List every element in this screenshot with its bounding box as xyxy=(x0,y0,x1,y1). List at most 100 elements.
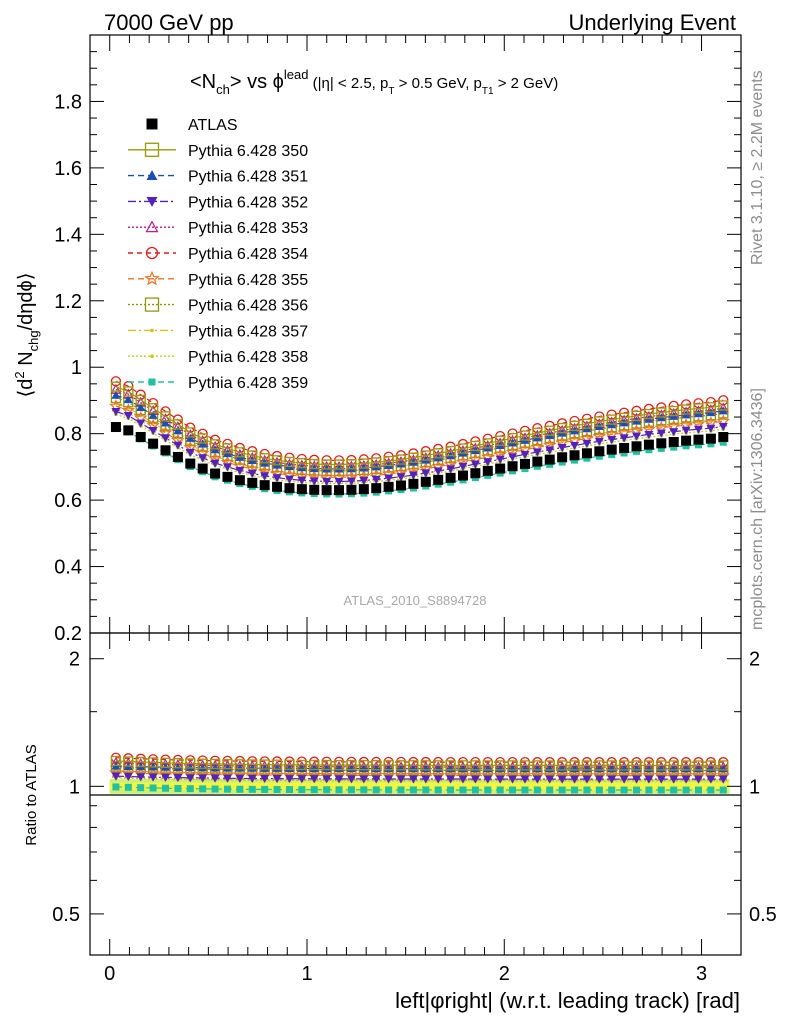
data-point xyxy=(297,476,307,485)
data-point xyxy=(569,450,580,461)
ratio-line-pythia-6-428-354 xyxy=(115,757,724,763)
ratio-point xyxy=(482,760,493,771)
ratio-x-axis: 0 1 2 3 xyxy=(104,633,707,985)
data-point xyxy=(694,441,702,449)
ratio-point xyxy=(495,760,506,771)
ratio-point xyxy=(645,786,653,794)
ratio-point xyxy=(521,786,529,794)
ratio-point xyxy=(582,775,592,784)
ratio-point xyxy=(457,760,469,771)
data-point xyxy=(532,427,543,439)
data-point xyxy=(643,408,655,420)
ratio-line-pythia-6-428-358 xyxy=(115,777,724,782)
data-point xyxy=(433,474,444,485)
ratio-point xyxy=(235,763,245,772)
ratio-point xyxy=(222,758,233,770)
data-point xyxy=(123,425,134,436)
data-point xyxy=(532,456,543,467)
ratio-point xyxy=(110,755,122,767)
ratio-point xyxy=(707,786,715,794)
ratio-point xyxy=(271,759,283,770)
ratio-plot-panel: 0.5 0.5 1 1 2 2 0 1 2 3 xyxy=(52,632,777,985)
ratio-point xyxy=(210,774,220,783)
main-y-tick-label: 1.4 xyxy=(54,224,82,246)
data-point xyxy=(209,439,221,450)
ratio-line-pythia-6-428-352 xyxy=(115,775,724,780)
data-point xyxy=(160,434,170,443)
data-point xyxy=(594,416,605,427)
ratio-band-inner xyxy=(109,782,730,791)
series-pythia-6-428-352 xyxy=(111,407,728,486)
legend-marker xyxy=(146,118,158,130)
ratio-point xyxy=(421,775,431,784)
data-point xyxy=(656,438,667,449)
x-tick-label: 3 xyxy=(696,963,707,985)
ratio-point xyxy=(557,775,567,784)
ratio-point xyxy=(209,758,221,770)
data-point xyxy=(359,476,369,486)
ratio-point xyxy=(594,775,604,784)
ratio-point xyxy=(471,786,479,794)
data-point xyxy=(172,451,183,462)
ratio-point xyxy=(532,760,543,771)
ratio-point xyxy=(670,786,678,794)
ratio-point xyxy=(385,786,393,794)
ratio-point xyxy=(185,758,196,769)
ratio-point xyxy=(632,775,642,784)
data-point xyxy=(633,447,641,455)
x-tick-label: 1 xyxy=(301,963,312,985)
ratio-point xyxy=(706,775,716,784)
ratio-point xyxy=(558,786,566,794)
ratio-point xyxy=(544,760,555,771)
data-point xyxy=(483,458,493,467)
data-point xyxy=(495,463,506,474)
data-point xyxy=(247,477,258,488)
data-point xyxy=(644,430,654,439)
data-point xyxy=(619,442,630,453)
ratio-point xyxy=(445,760,456,771)
data-point xyxy=(296,458,308,469)
ratio-point xyxy=(618,760,630,771)
main-y-tick-label: 0.6 xyxy=(54,490,82,512)
ratio-point xyxy=(483,775,493,784)
series-line-pythia-6-428-356 xyxy=(115,397,724,472)
ratio-point xyxy=(583,786,591,794)
data-point xyxy=(110,422,121,433)
data-point xyxy=(396,473,406,482)
ratio-point xyxy=(409,786,417,794)
ratio-point xyxy=(557,760,568,771)
data-point xyxy=(185,458,196,469)
ratio-point xyxy=(247,774,257,783)
main-series-layer xyxy=(109,376,731,498)
data-point xyxy=(508,453,518,462)
data-point xyxy=(545,446,555,455)
data-point xyxy=(309,477,319,486)
legend-item-pythia-6-428-356: Pythia 6.428 356 xyxy=(128,297,308,315)
ratio-point xyxy=(334,775,344,784)
legend-marker xyxy=(146,170,158,180)
ratio-series-layer xyxy=(109,752,731,794)
main-y-axis: 0.2 0.4 0.6 0.8 1 1.2 1.4 1.6 1.8 xyxy=(54,51,741,645)
ratio-point xyxy=(533,786,541,794)
data-point xyxy=(334,477,344,486)
ratio-y-tick-label: 2 xyxy=(69,649,80,671)
data-point xyxy=(670,443,678,451)
ratio-point xyxy=(495,775,505,784)
data-point xyxy=(681,426,691,435)
ratio-point xyxy=(112,783,120,791)
ratio-point xyxy=(581,760,593,771)
title-sup-lead: lead xyxy=(284,67,309,82)
ratio-point xyxy=(236,785,244,793)
data-point xyxy=(482,465,493,476)
ratio-point xyxy=(694,786,702,794)
ratio-point xyxy=(644,775,654,784)
data-point xyxy=(718,400,729,411)
data-point xyxy=(395,454,407,465)
data-point xyxy=(445,445,456,457)
ratio-point xyxy=(384,775,394,784)
legend-item-atlas: ATLAS xyxy=(146,117,238,134)
ratio-point xyxy=(186,785,194,793)
data-point xyxy=(123,412,133,421)
legend-item-pythia-6-428-358: Pythia 6.428 358 xyxy=(128,349,308,366)
